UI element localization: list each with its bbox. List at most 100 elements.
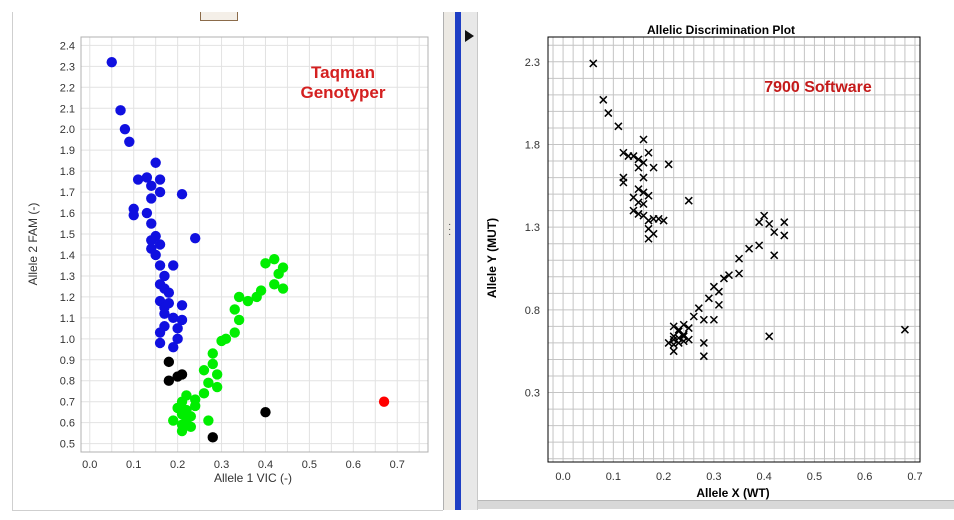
data-point [709,315,718,324]
grip-icon[interactable]: · · · [448,219,452,240]
y-tick-label: 1.8 [525,139,540,151]
data-point [207,432,218,443]
data-point [198,388,210,399]
data-point [634,209,643,218]
data-point [639,173,648,182]
data-point [714,287,723,296]
data-point [154,327,166,338]
tick-labels: 0.0 0.1 0.2 0.3 0.4 0.5 0.6 0.7 0.5 0.6 0.7 0.8 0.9 1… [60,40,405,471]
expand-arrow-icon[interactable] [465,30,474,42]
data-point [669,332,678,341]
divider-bar [455,12,461,510]
collapse-strip[interactable] [461,12,478,510]
data-point [128,209,139,221]
data-point [649,163,658,172]
y-tick-label: 2.1 [60,103,75,115]
y-tick-label: 0.5 [60,439,75,451]
data-point [669,340,678,349]
data-point [163,356,175,368]
data-point [780,218,789,227]
data-point [176,300,188,311]
x-tick-label: 0.2 [170,459,185,471]
data-point [141,207,153,219]
data-point [211,369,223,380]
data-point [203,415,214,426]
data-point [634,163,643,172]
data-point [172,323,183,334]
y-tick-label: 1.2 [60,292,75,304]
data-point [203,377,214,389]
data-point [115,105,126,116]
data-point [277,283,289,294]
data-point [629,152,638,161]
data-point [589,59,598,68]
data-point [172,333,183,345]
data-point [770,251,779,260]
y-tick-label: 1.5 [60,229,75,241]
x-tick-label: 0.0 [82,459,97,471]
x-tick-label: 0.4 [258,459,273,471]
y-tick-label: 1.7 [60,187,75,199]
data-point [699,352,708,361]
data-point [634,155,643,164]
data-point [211,381,223,393]
data-point [207,358,218,370]
y-tick-label: 0.8 [525,305,540,317]
data-point [755,218,764,227]
data-point [659,216,668,225]
x-axis-label: Allele 1 VIC (-) [214,471,292,485]
data-point [163,297,175,309]
data-point [664,160,673,169]
data-point [150,157,161,168]
x-tick-label: 0.6 [346,459,361,471]
data-point [684,196,693,205]
data-point [619,178,628,187]
y-tick-label: 2.3 [60,61,75,73]
data-point [141,172,153,183]
data-point [168,415,179,426]
data-point [765,332,774,341]
data-point [644,216,653,225]
horizontal-scrollbar[interactable] [478,500,954,509]
data-point [176,188,188,200]
data-point [154,174,166,185]
allelic-discrimination-chart: Allelic Discrimination Plot 0.0 0.1 0.2 0.3… [485,23,923,500]
panel-tab[interactable] [200,12,238,21]
x-tick-label: 0.0 [555,471,570,483]
x-tick-label: 0.3 [214,459,229,471]
y-tick-label: 1.9 [60,145,75,157]
data-point [699,338,708,347]
data-point [765,219,774,228]
grid [81,37,428,452]
data-point [233,314,245,326]
data-point [664,338,673,347]
data-point [242,295,254,307]
x-tick-label: 0.1 [126,459,141,471]
data-point [634,185,643,194]
data-point [168,312,179,324]
data-point [719,274,728,283]
data-point [176,369,188,380]
data-point [207,348,218,359]
allelic-discrimination-panel: Allelic Discrimination Plot 0.0 0.1 0.2 0.3… [478,12,954,507]
annotation-7900: 7900 Software [764,79,872,96]
data-point [146,218,157,229]
data-points [106,56,390,443]
data-point [106,56,117,68]
data-point [639,199,648,209]
data-point [251,291,262,303]
y-tick-label: 0.6 [60,418,75,430]
data-point [146,180,157,192]
y-tick-label: 1.8 [60,166,75,178]
data-point [146,235,157,246]
y-tick-label: 2.3 [525,57,540,69]
data-point [159,308,170,319]
data-point [260,406,271,418]
data-point [714,300,723,309]
y-tick-label: 1.1 [60,313,75,325]
data-point [176,314,188,326]
grid [548,37,920,462]
data-point [190,233,201,244]
data-points [589,59,909,361]
data-point [745,244,754,253]
